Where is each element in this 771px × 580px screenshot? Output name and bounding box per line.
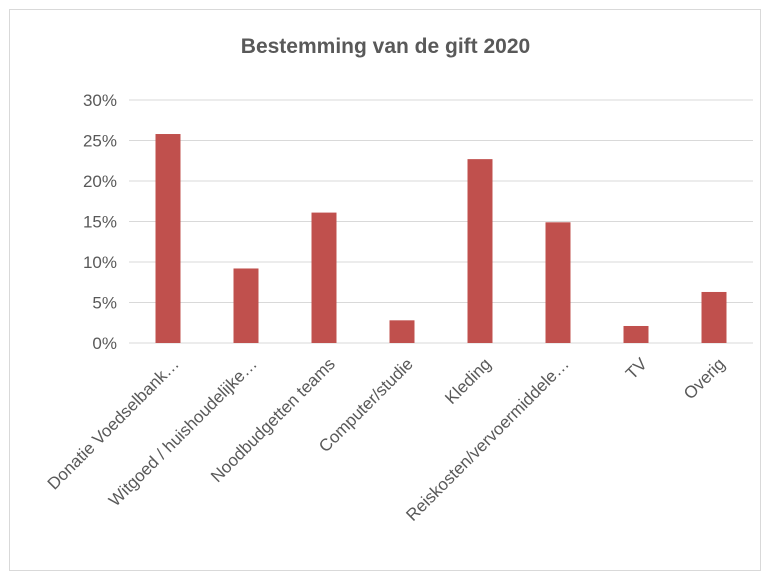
x-tick-label: Overig <box>680 354 729 403</box>
bar <box>155 134 181 343</box>
chart-title: Bestemming van de gift 2020 <box>240 35 531 58</box>
y-tick-label: 5% <box>92 294 117 313</box>
x-tick-label: Donatie Voedselbank… <box>44 354 183 493</box>
x-tick-label: Kleding <box>441 354 495 408</box>
y-tick-label: 20% <box>83 172 117 191</box>
bar <box>233 268 259 343</box>
chart-frame <box>9 9 761 571</box>
gridlines <box>129 99 753 344</box>
bar <box>389 320 415 343</box>
y-tick-label: 25% <box>83 132 117 151</box>
x-tick-label: TV <box>622 354 651 383</box>
x-tick-label: Witgoed / huishoudelijke… <box>105 354 261 510</box>
bars <box>155 134 727 343</box>
bar <box>311 212 337 343</box>
x-axis-labels: Donatie Voedselbank…Witgoed / huishoudel… <box>44 354 729 525</box>
y-tick-label: 15% <box>83 213 117 232</box>
bar <box>545 222 571 343</box>
x-tick-label: Reiskosten/vervoermiddele… <box>402 354 572 524</box>
y-axis-ticks: 0% 5% 10% 15% 20% 25% 30% <box>83 91 117 353</box>
y-tick-label: 30% <box>83 91 117 110</box>
bar <box>701 291 727 343</box>
y-tick-label: 10% <box>83 253 117 272</box>
bar <box>467 159 493 343</box>
bar <box>623 325 649 343</box>
y-tick-label: 0% <box>92 334 117 353</box>
